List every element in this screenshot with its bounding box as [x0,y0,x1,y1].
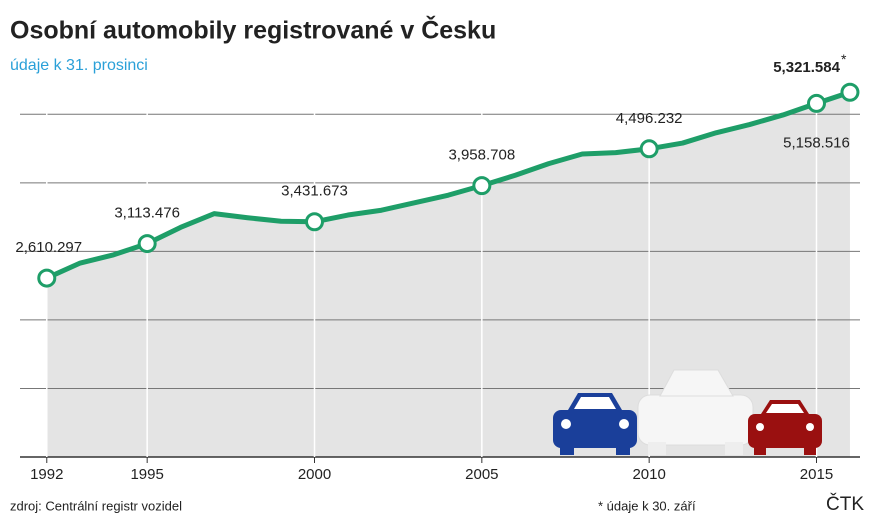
data-label: 4,496.232 [616,110,683,127]
x-tick-label: 2010 [632,466,665,483]
car-blue [553,393,637,455]
marker [472,176,492,196]
car-icons [553,369,822,455]
x-tick-label: 2015 [800,466,833,483]
x-tick-label: 2000 [298,466,331,483]
marker [37,268,57,288]
credit: ČTK [826,493,864,515]
data-label: 3,958.708 [448,147,515,164]
data-label: 3,431.673 [281,183,348,200]
marker [639,139,659,159]
data-label: 3,113.476 [114,205,180,222]
chart-subtitle: údaje k 31. prosinci [10,57,148,74]
plot-area: 1992 1995 2000 2005 2010 2015 2,610.297 3,113.4… [15,51,860,483]
marker [806,93,826,113]
data-label: 5,158.516 [783,134,850,151]
data-label-note: * [841,51,847,67]
marker [840,82,860,102]
marker [305,212,325,232]
x-tick-label: 1992 [30,466,63,483]
line [45,89,851,281]
car-red [748,400,822,455]
data-label: 2,610.297 [15,239,82,256]
x-tick-label: 2005 [465,466,498,483]
data-label: 5,321.584 [773,59,840,76]
x-tick-label: 1995 [130,466,163,483]
source: zdroj: Centrální registr vozidel [10,498,182,513]
chart-title: Osobní automobily registrované v Česku [10,15,496,45]
marker [137,234,157,254]
footnote: * údaje k 30. září [598,498,696,513]
